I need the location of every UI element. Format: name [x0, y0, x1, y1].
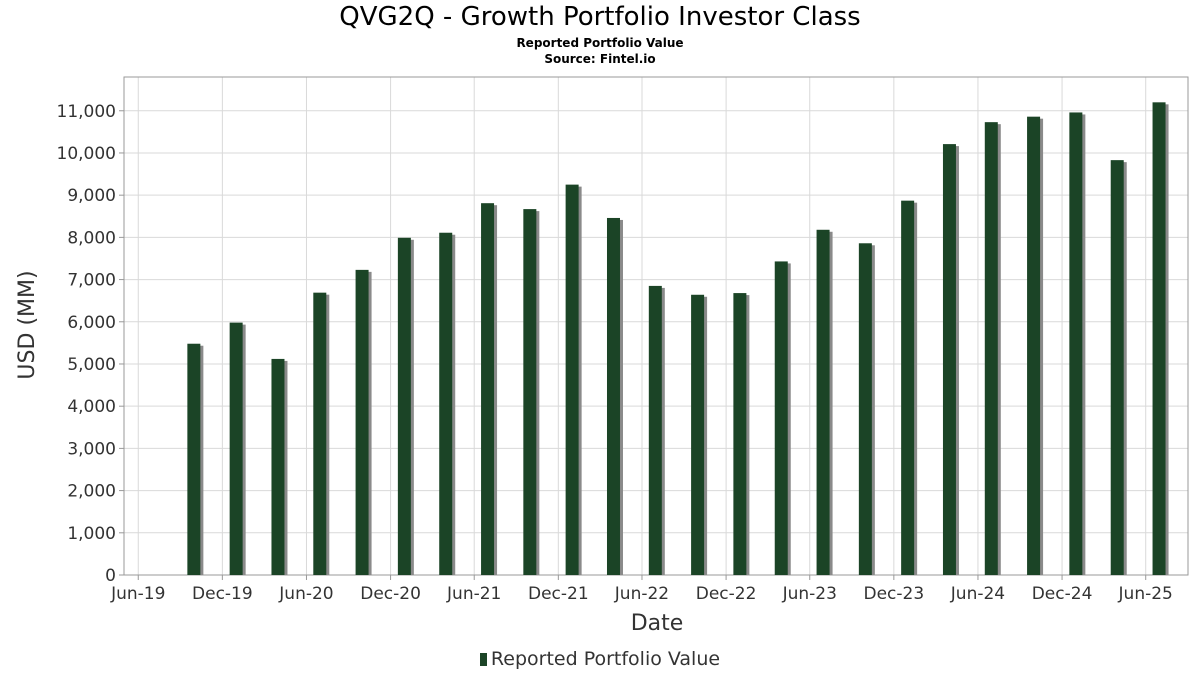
y-tick-label: 0 — [105, 566, 116, 586]
x-tick-label: Dec-22 — [696, 584, 757, 604]
bar — [187, 343, 201, 575]
bar — [229, 322, 243, 575]
x-axis: Jun-19 Dec-19 Jun-20 Dec-20 Jun-21 Dec-21 Jun-… — [110, 575, 1173, 604]
bar — [984, 122, 998, 575]
bar — [648, 285, 662, 575]
y-tick-label: 8,000 — [67, 228, 116, 248]
bar — [816, 229, 830, 575]
bar — [565, 184, 579, 575]
x-tick-label: Dec-21 — [528, 584, 589, 604]
x-tick-label: Dec-24 — [1032, 584, 1093, 604]
bar — [439, 232, 453, 575]
y-tick-label: 11,000 — [57, 102, 116, 122]
x-tick-label: Dec-19 — [192, 584, 253, 604]
x-tick-label: Jun-22 — [614, 584, 669, 604]
chart-title: QVG2Q - Growth Portfolio Investor Class — [339, 2, 861, 32]
y-tick-label: 5,000 — [67, 355, 116, 375]
bars — [187, 102, 1169, 576]
bar — [397, 237, 411, 575]
bar — [858, 243, 872, 575]
x-tick-label: Jun-24 — [950, 584, 1005, 604]
gridlines — [124, 77, 1188, 575]
bar — [355, 269, 369, 575]
y-axis: 0 1,000 2,000 3,000 4,000 5,000 6,000 7,000 8,00… — [57, 102, 124, 586]
y-tick-label: 2,000 — [67, 482, 116, 502]
x-tick-label: Dec-23 — [864, 584, 925, 604]
x-tick-label: Jun-19 — [110, 584, 165, 604]
bar — [1027, 116, 1041, 575]
bar — [1110, 160, 1124, 575]
x-tick-label: Jun-25 — [1118, 584, 1173, 604]
bar — [733, 293, 747, 575]
y-tick-label: 3,000 — [67, 439, 116, 459]
bar — [606, 217, 620, 575]
bar — [523, 209, 537, 575]
x-tick-label: Dec-20 — [360, 584, 421, 604]
bar — [1069, 112, 1083, 576]
x-tick-label: Jun-23 — [782, 584, 837, 604]
legend: Reported Portfolio Value — [0, 648, 1200, 670]
legend-swatch — [479, 653, 487, 666]
chart-source: Source: Fintel.io — [544, 52, 656, 66]
y-tick-label: 9,000 — [67, 186, 116, 206]
bar — [313, 292, 327, 575]
bar — [901, 200, 915, 575]
bar — [942, 144, 956, 575]
y-tick-label: 7,000 — [67, 271, 116, 291]
bar — [481, 203, 495, 575]
x-axis-label: Date — [631, 611, 684, 636]
y-tick-label: 10,000 — [57, 144, 116, 164]
y-tick-label: 6,000 — [67, 313, 116, 333]
x-tick-label: Jun-21 — [446, 584, 501, 604]
bar — [691, 294, 705, 575]
legend-label: Reported Portfolio Value — [490, 648, 721, 670]
y-tick-label: 4,000 — [67, 397, 116, 417]
chart-subtitle: Reported Portfolio Value — [516, 36, 684, 50]
bar — [774, 261, 788, 575]
x-tick-label: Jun-20 — [278, 584, 333, 604]
bar — [1152, 102, 1166, 576]
y-tick-label: 1,000 — [67, 524, 116, 544]
bar — [271, 358, 285, 575]
y-axis-label: USD (MM) — [15, 270, 40, 379]
